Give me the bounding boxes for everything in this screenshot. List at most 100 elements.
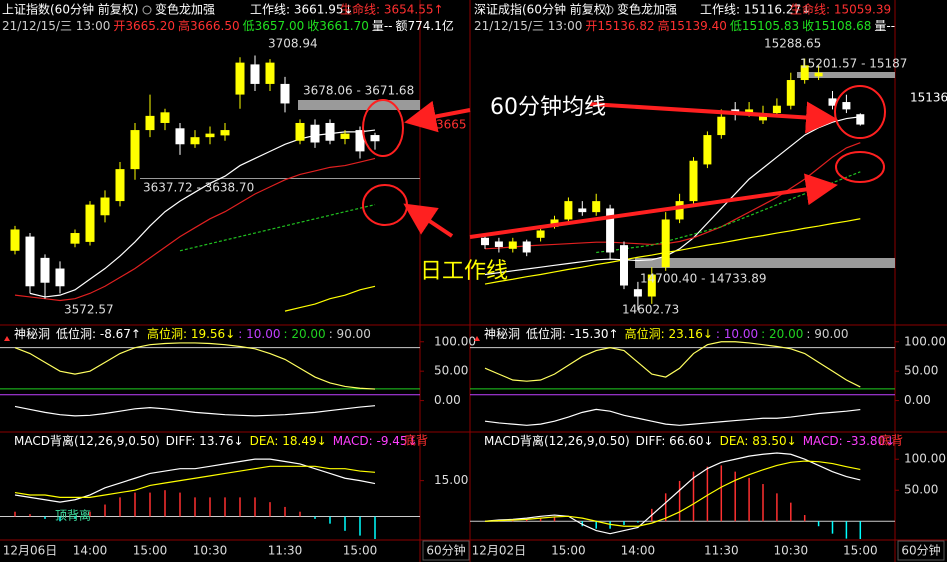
indicator-icon [474, 336, 480, 341]
moving-average [284, 285, 376, 312]
candle-body [40, 257, 50, 283]
x-tick-label: 10:30 [774, 544, 809, 558]
x-tick-label: 11:30 [704, 544, 739, 558]
x-tick-label: 12月06日 [3, 544, 58, 558]
indicator-name: 变色龙加强 [617, 2, 677, 17]
candle-body [130, 130, 140, 170]
quote-info-part: 21/12/15/三 13:00 [474, 19, 582, 33]
candle-body [250, 64, 260, 84]
candle-body [786, 80, 795, 106]
candle-body [606, 208, 615, 253]
candle-body [10, 229, 20, 251]
candle-body [842, 102, 851, 110]
indicator-icon [142, 5, 152, 15]
sub1-header-part: : 10.00 [238, 327, 280, 341]
quote-info-part: 高15139.40 [658, 18, 727, 33]
macd-line [14, 465, 376, 498]
candle-body [325, 122, 335, 141]
candle-body [160, 112, 170, 123]
macd-flag: 底背 [879, 433, 903, 448]
price-zone [140, 178, 420, 179]
sub1-header-part: 低位洞: -8.67↑ [56, 326, 141, 341]
candle-body [175, 128, 185, 145]
candle-body [265, 62, 275, 84]
indicator-icon [604, 5, 614, 15]
moving-average [484, 142, 861, 250]
y-tick-label: 100.00 [904, 334, 946, 348]
price-label: 3708.94 [268, 37, 318, 51]
x-tick-label: 15:00 [843, 544, 878, 558]
macd-header-part: MACD背离(12,26,9,0.50) [14, 433, 160, 448]
macd-header-part: DIFF: 66.60↓ [636, 434, 714, 448]
sub1-chart [470, 341, 895, 426]
sub1-header-part: 高位洞: 19.56↓ [147, 326, 235, 341]
period: 60分钟 [901, 543, 940, 558]
panel-title: 上证指数(60分钟 前复权) [2, 2, 138, 17]
candle-body [522, 241, 531, 253]
price-label: 3637.72 - 3638.70 [143, 181, 254, 195]
candle-body [633, 289, 642, 297]
macd-header: MACD背离(12,26,9,0.50) DIFF: 13.76↓ DEA: 18.… [14, 433, 418, 448]
candle-body [220, 130, 230, 136]
sub1-header-part: 高位洞: 23.16↓ [625, 326, 713, 341]
indicator-name: 变色龙加强 [155, 2, 215, 17]
quote-info-part: 开15136.82 [585, 19, 654, 33]
sub1-header-part: : 20.00 [761, 327, 803, 341]
candle-body [856, 114, 865, 125]
candle-body [620, 245, 628, 286]
y-tick-label: 15.00 [434, 473, 468, 487]
price-label: 3572.57 [64, 303, 114, 317]
candle-body [675, 201, 684, 220]
macd-header-part: MACD: -9.45↓ [333, 434, 418, 448]
moving-average [484, 116, 861, 276]
quote-info-part: 低15105.83 [730, 19, 799, 33]
sub1-header-part: : 90.00 [329, 327, 371, 341]
indicator-icon [4, 336, 10, 341]
sub1-header-part: : 90.00 [806, 327, 848, 341]
price-label: 15288.65 [764, 37, 821, 51]
macd-header-part: DEA: 18.49↓ [250, 434, 327, 448]
candle-body [370, 135, 380, 142]
candle-body [661, 219, 670, 268]
sub1-header-part: : 20.00 [283, 327, 325, 341]
x-tick-label: 15:00 [133, 544, 168, 558]
panel-title: 深证成指(60分钟 前复权) [474, 2, 610, 17]
macd-header-part: MACD: -33.80↓ [803, 434, 896, 448]
candle-body [800, 65, 809, 81]
y-tick-label: 50.00 [904, 364, 938, 378]
quote-info-part: 低3657.00 [243, 19, 305, 33]
moving-average [179, 204, 376, 252]
macd-header-part: DEA: 83.50↓ [720, 434, 797, 448]
quote-info-part: 21/12/15/三 13:00 [2, 19, 110, 33]
candle-body [235, 62, 245, 95]
candle-body [592, 201, 601, 213]
candle-body [280, 83, 290, 104]
work-line: 工作线: 3661.95↓ [250, 3, 354, 17]
quote-info-part: 高3666.50 [178, 18, 240, 33]
macd-chart [470, 452, 895, 539]
panel: 上证指数(60分钟 前复权) 变色龙加强 工作线: 3661.95↓生命线: 365… [0, 2, 476, 561]
indicator-line [14, 405, 376, 417]
y-tick-label: 50.00 [904, 483, 938, 497]
candle-body [115, 169, 125, 202]
candle-body [25, 236, 35, 287]
candle-body [340, 133, 350, 139]
candle-body [536, 230, 545, 238]
candle-body [190, 137, 200, 145]
sub1-header-part: 神秘洞 [484, 327, 520, 341]
price-label: 14700.40 - 14733.89 [640, 272, 766, 286]
candle-body [745, 109, 754, 114]
life-line: 生命线: 3654.55↑ [340, 2, 444, 17]
annotation-daily: 日工作线 [420, 259, 508, 284]
candle-body [494, 241, 503, 247]
macd-chart [0, 458, 420, 539]
macd-header: MACD背离(12,26,9,0.50) DIFF: 66.60↓ DEA: 83.… [484, 433, 895, 448]
price-zone [635, 258, 895, 268]
candle-body [508, 241, 517, 249]
annotations: 60分钟均线 日工作线 [362, 85, 886, 284]
macd-note: 顶背离 [55, 508, 91, 523]
work-line: 工作线: 15116.27↓ [700, 3, 811, 17]
y-tick-label: 0.00 [434, 393, 461, 407]
